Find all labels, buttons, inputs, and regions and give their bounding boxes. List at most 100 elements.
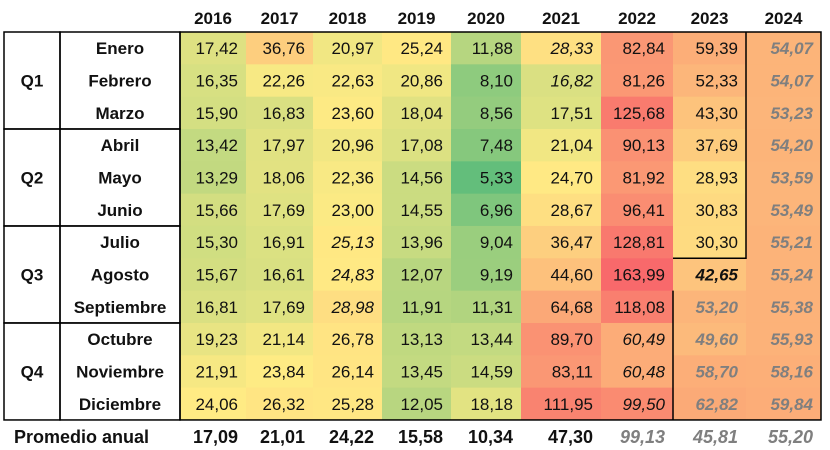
heatmap-cell <box>382 225 451 259</box>
year-header-2021: 2021 <box>542 9 580 28</box>
cell-value: 28,93 <box>695 168 738 187</box>
heatmap-cell <box>246 32 313 65</box>
cell-value: 13,96 <box>400 233 443 252</box>
heatmap-cell <box>673 355 746 389</box>
cell-value: 8,10 <box>480 71 513 90</box>
cell-value: 9,19 <box>480 265 513 284</box>
heatmap-cell <box>180 193 246 227</box>
heatmap-cell <box>382 96 451 130</box>
month-label: Junio <box>97 201 142 220</box>
heatmap-cell <box>673 290 746 324</box>
cell-value: 17,69 <box>262 201 305 220</box>
cell-value: 13,42 <box>195 136 238 155</box>
cell-value: 28,67 <box>550 201 593 220</box>
quarter-label-q3: Q3 <box>21 265 44 284</box>
heatmap-cell <box>246 258 313 292</box>
cell-value: 62,82 <box>695 395 738 414</box>
heatmap-cell <box>746 64 821 98</box>
heatmap-cell <box>521 193 601 227</box>
heatmap-cell <box>601 387 673 421</box>
cell-value: 55,24 <box>770 265 813 284</box>
cell-value: 25,28 <box>331 395 374 414</box>
cell-value: 52,33 <box>695 71 738 90</box>
heatmap-cell <box>451 96 521 130</box>
cell-value: 19,23 <box>195 330 238 349</box>
average-value: 17,09 <box>193 427 238 447</box>
heatmap-cell <box>601 225 673 259</box>
average-value: 10,34 <box>468 427 513 447</box>
year-header-2022: 2022 <box>618 9 656 28</box>
heatmap-cell <box>180 225 246 259</box>
heatmap-cell <box>673 32 746 65</box>
heatmap-cell <box>180 96 246 130</box>
year-header-2020: 2020 <box>467 9 505 28</box>
month-label: Agosto <box>91 265 150 284</box>
heatmap-cell <box>382 193 451 227</box>
cell-value: 21,91 <box>195 362 238 381</box>
heatmap-cell <box>382 322 451 356</box>
quarter-label-q2: Q2 <box>21 168 44 187</box>
heatmap-cell <box>313 258 382 292</box>
cell-value: 16,81 <box>195 298 238 317</box>
cell-value: 21,04 <box>550 136 593 155</box>
heatmap-cell <box>746 355 821 389</box>
heatmap-cell <box>313 193 382 227</box>
heatmap-cell <box>451 32 521 65</box>
average-value: 21,01 <box>260 427 305 447</box>
heatmap-cell <box>180 290 246 324</box>
heatmap-cell <box>601 32 673 65</box>
heatmap-cell <box>673 161 746 195</box>
month-label: Febrero <box>88 71 151 90</box>
heatmap-cell <box>601 258 673 292</box>
heatmap-cell <box>313 322 382 356</box>
average-label: Promedio anual <box>14 427 149 447</box>
heatmap-cell <box>521 355 601 389</box>
cell-value: 12,07 <box>400 265 443 284</box>
heatmap-cell <box>521 161 601 195</box>
heatmap-cell <box>746 322 821 356</box>
cell-value: 81,92 <box>622 168 665 187</box>
average-value: 55,20 <box>768 427 813 447</box>
heatmap-cell <box>673 128 746 162</box>
cell-value: 16,91 <box>262 233 305 252</box>
cell-value: 30,30 <box>695 233 738 252</box>
cell-value: 90,13 <box>622 136 665 155</box>
cell-value: 59,84 <box>770 395 813 414</box>
heatmap-cell <box>451 128 521 162</box>
heatmap-cell <box>382 32 451 65</box>
heatmap-cell <box>246 193 313 227</box>
heatmap-cell <box>313 96 382 130</box>
heatmap-cell <box>746 290 821 324</box>
cell-value: 89,70 <box>550 330 593 349</box>
heatmap-cell <box>382 64 451 98</box>
cell-value: 55,21 <box>770 233 813 252</box>
cell-value: 11,91 <box>402 298 443 317</box>
cell-value: 17,69 <box>262 298 305 317</box>
cell-value: 15,90 <box>195 104 238 123</box>
heatmap-cell <box>313 225 382 259</box>
heatmap-cell <box>451 64 521 98</box>
heatmap-cell <box>673 322 746 356</box>
cell-value: 59,39 <box>695 39 738 58</box>
heatmap-cell <box>246 96 313 130</box>
heatmap-cell <box>382 258 451 292</box>
cell-value: 36,47 <box>550 233 593 252</box>
cell-value: 18,06 <box>262 168 305 187</box>
cell-value: 53,23 <box>770 104 813 123</box>
heatmap-cell <box>521 128 601 162</box>
heatmap-cell <box>246 322 313 356</box>
cell-value: 36,76 <box>262 39 305 58</box>
heatmap-cell <box>180 322 246 356</box>
heatmap-cell <box>601 96 673 130</box>
heatmap-cell <box>521 387 601 421</box>
cell-value: 54,20 <box>770 136 813 155</box>
heatmap-cell <box>246 355 313 389</box>
heatmap-cell <box>313 32 382 65</box>
heatmap-cell <box>746 258 821 292</box>
year-header-2023: 2023 <box>691 9 729 28</box>
month-label: Diciembre <box>79 395 161 414</box>
cell-value: 11,88 <box>472 39 513 58</box>
cell-value: 23,00 <box>331 201 374 220</box>
cell-value: 7,48 <box>480 136 513 155</box>
cell-value: 13,45 <box>400 362 443 381</box>
